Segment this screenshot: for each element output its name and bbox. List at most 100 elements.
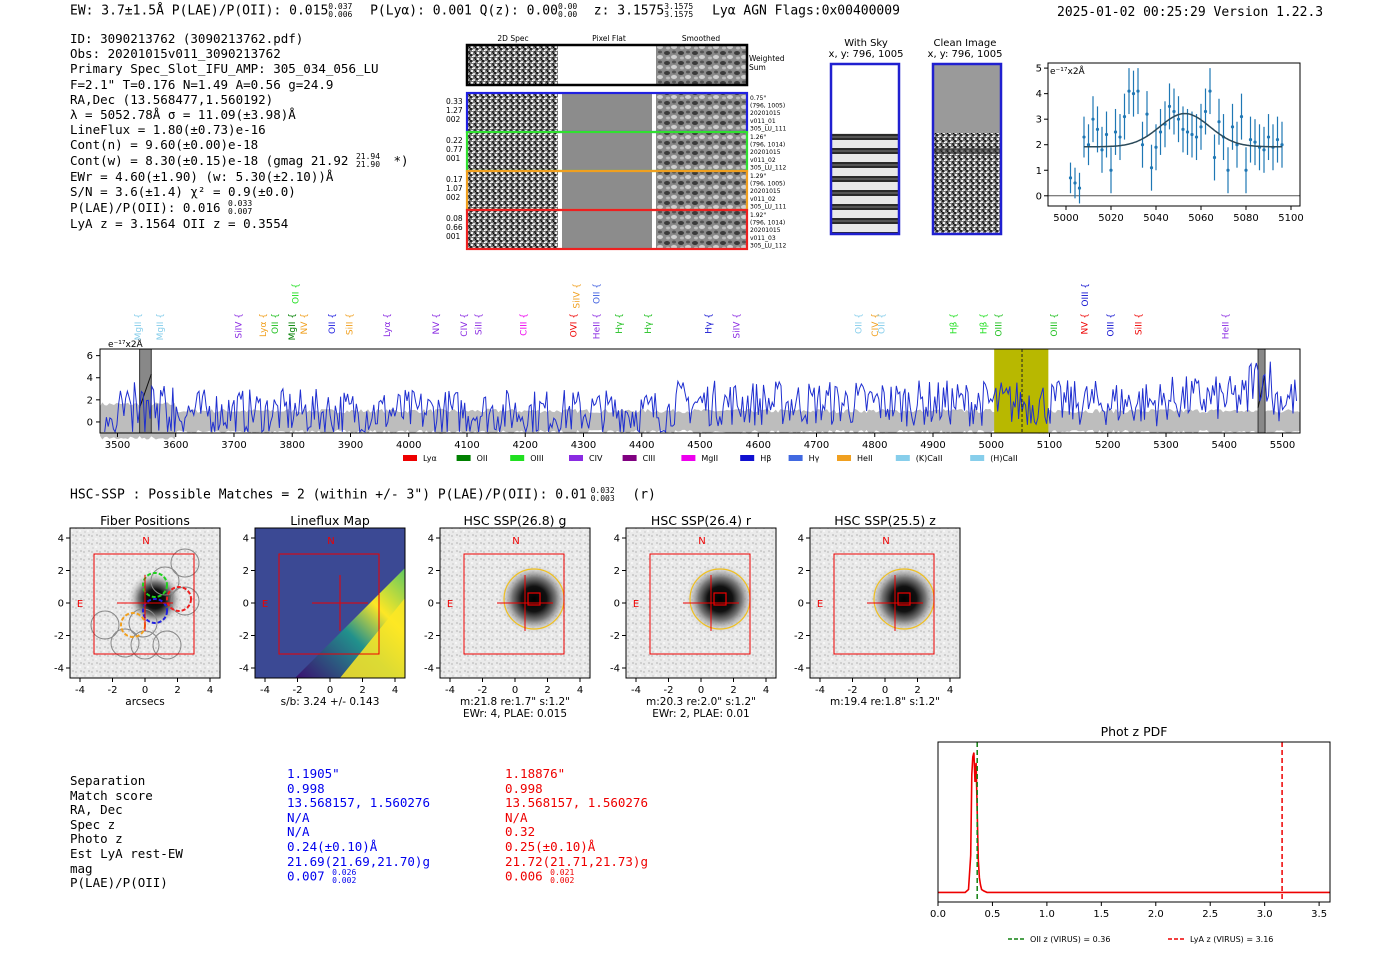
panel-title: Lineflux Map	[290, 513, 370, 528]
zoom-point	[1217, 120, 1221, 124]
hsc-summary-text: HSC-SSP : Possible Matches = 2 (within +…	[70, 487, 587, 503]
clean-image-header: Clean Image x, y: 796, 1005	[922, 38, 1008, 60]
panel-xtick-label: -4	[631, 685, 641, 696]
emission-window	[994, 349, 1049, 433]
zoom-gaussian-fit	[1084, 112, 1282, 148]
full-ytick-label: 2	[87, 395, 93, 406]
blue-plae: 0.007 0.026 0.002	[287, 869, 430, 885]
cutout-right-label: 20201015	[750, 110, 781, 117]
panel-xtick-label: -2	[108, 685, 118, 696]
header-ew-plae: EW: 3.7±1.5Å P(LAE)/P(OII): 0.015	[70, 3, 329, 19]
zoom-xtick-label: 5000	[1053, 213, 1078, 224]
cutout-pixelflat	[562, 172, 652, 209]
label-lya-ew: Est LyA rest-EW	[70, 845, 183, 861]
emission-line-label: SiII {	[1135, 313, 1145, 335]
panel-ytick-label: 4	[614, 534, 620, 545]
with-sky-image	[829, 62, 901, 236]
panel-5: HSC SSP(25.5) z N E -4 -4 -2 -2 0 0 2 2 4 4 m:19.4 re…	[794, 513, 961, 708]
blue-mag: 21.69(21.69,21.70)g	[287, 853, 430, 869]
blue-plae-value: 0.007	[287, 868, 325, 884]
panel-xtick-label: -4	[260, 685, 270, 696]
cutout-right-label: v011_02	[750, 196, 776, 203]
panel-title: Fiber Positions	[100, 513, 190, 528]
zoom-xtick-label: 5020	[1098, 213, 1123, 224]
zoom-point	[1127, 89, 1131, 93]
legend-label: Lyα	[423, 454, 437, 463]
zoom-point	[1073, 181, 1077, 185]
match-labels: Separation Match score RA, Dec Spec z Ph…	[70, 773, 183, 891]
full-xtick-label: 4200	[513, 440, 538, 451]
zoom-ytick-label: 1	[1036, 166, 1042, 177]
panel-ytick-label: 4	[243, 534, 249, 545]
north-label: N	[882, 536, 889, 547]
emission-line-label: SiIV {	[235, 313, 245, 339]
full-xtick-label: 5300	[1153, 440, 1178, 451]
col-title-2dspec: 2D Spec	[497, 34, 528, 43]
panel-xtick-label: 4	[207, 685, 213, 696]
emission-line-label: Hγ {	[705, 313, 715, 334]
full-xtick-label: 3800	[280, 440, 305, 451]
full-xtick-label: 3500	[105, 440, 130, 451]
cutout-left-label: 1.27	[446, 106, 463, 115]
legend-label: MgII	[701, 454, 718, 463]
zoom-unit-label: e⁻¹⁷x2Å	[1050, 65, 1086, 77]
pdf-xtick-label: 0.0	[930, 909, 946, 920]
emission-line-label: OII {	[878, 313, 888, 334]
emission-line-label: OII {	[292, 283, 302, 304]
panel-caption: m:19.4 re:1.8" s:1.2"	[830, 696, 940, 708]
panel-xtick-label: 4	[763, 685, 769, 696]
cutout-left-label: 1.07	[446, 184, 463, 193]
fiber-circle	[150, 566, 180, 596]
full-xtick-label: 3700	[221, 440, 246, 451]
emission-line-label: Hβ {	[980, 313, 990, 334]
panel-xtick-label: 2	[914, 685, 920, 696]
detection-info: ID: 3090213762 (3090213762.pdf) Obs: 202…	[70, 31, 409, 231]
emission-line-label: Hγ {	[644, 313, 654, 334]
info-obs: Obs: 20201015v011_3090213762	[70, 46, 281, 62]
info-gmag-tail: *)	[393, 152, 409, 168]
panel-caption: EWr: 2, PLAE: 0.01	[652, 708, 749, 720]
legend-label: (H)CaII	[990, 454, 1017, 463]
panel-ytick-label: -2	[794, 631, 804, 642]
info-id: ID: 3090213762 (3090213762.pdf)	[70, 31, 304, 46]
emission-line-label: NV {	[1081, 313, 1091, 334]
zoom-point	[1230, 125, 1235, 129]
emission-line-label: OVI {	[570, 313, 580, 337]
zoom-point	[1266, 135, 1271, 139]
emission-line-label: HeII {	[1221, 313, 1231, 339]
panel-title: HSC SSP(26.8) g	[464, 513, 567, 528]
full-ytick-label: 6	[87, 351, 93, 362]
ifu-box	[833, 553, 935, 655]
panel-xtick-label: 0	[327, 685, 333, 696]
label-plae: P(LAE)/P(OII)	[70, 875, 168, 891]
zoom-point	[1131, 92, 1136, 96]
cutout-right-label: 305_LU_111	[750, 125, 787, 132]
full-spectrum-chart: 3500 3600 3700 3800 3900 4000 4100 4200 4300 4400…	[87, 283, 1301, 463]
with-sky-header: With Sky x, y: 796, 1005	[823, 38, 909, 60]
legend-label: OIII	[530, 454, 543, 463]
zoom-point	[1262, 148, 1266, 152]
label-mag: mag	[70, 860, 93, 876]
north-label: N	[512, 536, 519, 547]
panel-3: HSC SSP(26.8) g N E -4 -4 -2 -2 0 0 2 2 4 4 m:21.8 re…	[424, 513, 591, 720]
cutout-left-label: 001	[446, 154, 461, 163]
zoom-point	[1212, 155, 1217, 160]
blue-plae-sup: 0.026	[332, 868, 357, 878]
full-xtick-label: 3600	[163, 440, 188, 451]
emission-line-label: NV {	[300, 313, 310, 334]
panel-xtick-label: 4	[947, 685, 953, 696]
legend-swatch	[837, 455, 851, 461]
zoom-point	[1239, 115, 1244, 119]
match-blue-column: 1.1905" 0.998 13.568157, 1.560276 N/A N/…	[287, 766, 430, 885]
east-label: E	[262, 599, 268, 610]
zoom-point	[1091, 117, 1095, 121]
full-xtick-label: 5000	[979, 440, 1004, 451]
cutout-right-label: 20201015	[750, 188, 781, 195]
info-cont-w-text: Cont(w) = 8.30(±0.15)e-18 (gmag 21.92	[70, 152, 349, 168]
cutout-right-label: 1.29"	[750, 173, 766, 180]
panel-xtick-label: 2	[359, 685, 365, 696]
red-match-score: 0.998	[505, 780, 543, 796]
emission-line-label: OIII {	[1050, 313, 1060, 337]
